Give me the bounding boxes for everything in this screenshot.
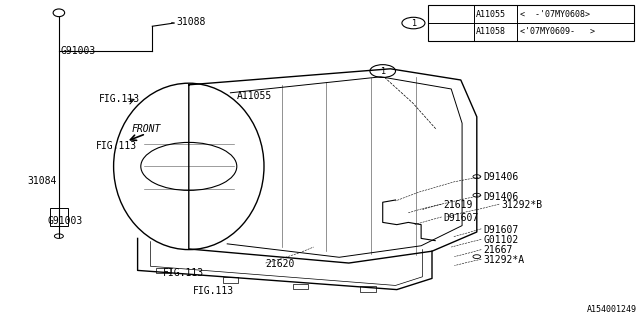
Text: A11055: A11055 [237,91,272,101]
Text: D91406: D91406 [483,192,518,202]
Text: 31088: 31088 [176,17,205,28]
Text: A154001249: A154001249 [587,305,637,314]
Text: 21667: 21667 [483,245,513,255]
Text: FIG.113: FIG.113 [193,286,234,296]
Text: 31292*A: 31292*A [483,255,524,265]
Text: G01102: G01102 [483,235,518,245]
Text: 1: 1 [380,67,385,76]
Text: D91406: D91406 [483,172,518,182]
Text: A11058: A11058 [476,27,506,36]
Text: D91607: D91607 [483,225,518,235]
Text: 1: 1 [411,19,416,28]
Text: FIG.113: FIG.113 [163,268,204,278]
Text: G91003: G91003 [48,216,83,226]
Text: 21620: 21620 [266,259,295,269]
Text: 21619: 21619 [444,200,473,210]
Text: G91003: G91003 [61,46,96,56]
Text: FIG.113: FIG.113 [99,94,140,104]
Text: 31084: 31084 [27,176,56,186]
Text: FIG.113: FIG.113 [96,140,137,151]
Text: D91607: D91607 [444,212,479,223]
Text: <'07MY0609-   >: <'07MY0609- > [520,27,595,36]
Text: FRONT: FRONT [131,124,161,134]
Text: A11055: A11055 [476,10,506,19]
Text: 31292*B: 31292*B [501,200,542,210]
Text: <  -'07MY0608>: < -'07MY0608> [520,10,589,19]
